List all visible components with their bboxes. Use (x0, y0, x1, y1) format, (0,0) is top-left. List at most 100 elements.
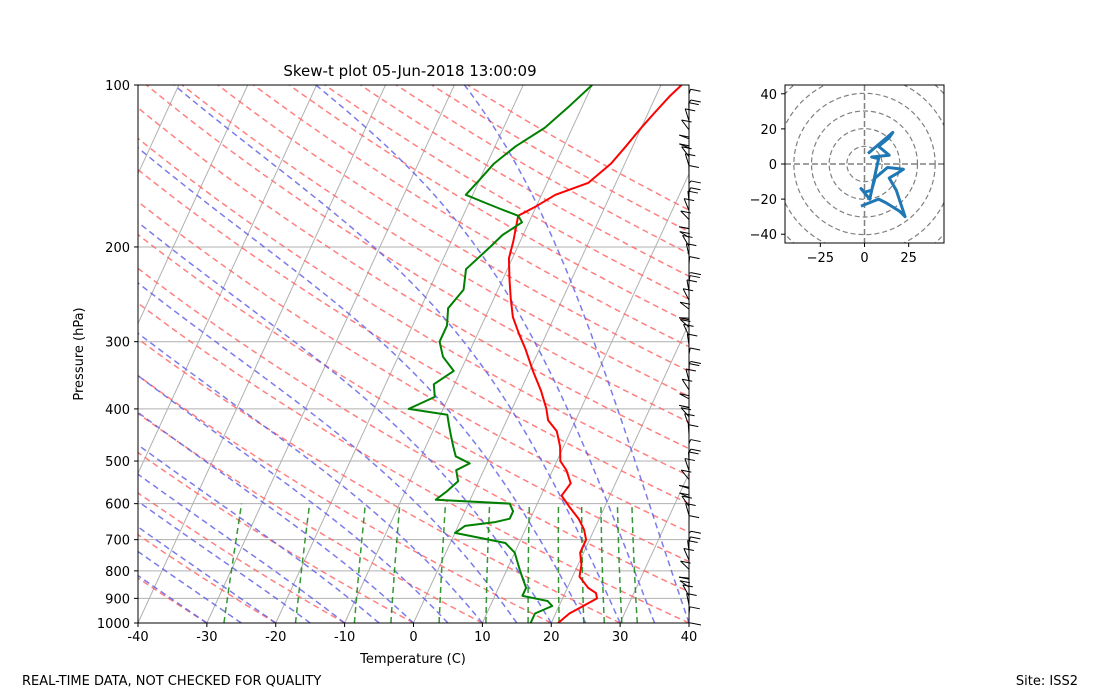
wind-barb-flag (681, 495, 693, 499)
mixing-ratio-line (438, 503, 447, 623)
wind-barb-flag (690, 530, 702, 534)
wind-barb (688, 606, 691, 615)
wind-barb-flag (690, 536, 701, 540)
wind-barb-flag (681, 146, 692, 150)
x-axis-label: Temperature (C) (359, 652, 466, 667)
wind-barb-flag (690, 622, 702, 626)
wind-barb-flag (690, 272, 702, 276)
wind-barb-flag (680, 319, 691, 323)
isotherm-line (138, 85, 386, 623)
wind-barb (680, 560, 690, 570)
hodo-x-tick-label: −25 (807, 251, 834, 266)
wind-barb-flag (689, 363, 700, 367)
y-tick-label: 600 (105, 498, 130, 513)
dry-adiabat-line (138, 106, 689, 450)
y-tick-label: 300 (105, 336, 130, 351)
mixing-ratio-line (223, 503, 243, 623)
mixing-ratio-line (616, 503, 623, 623)
moist-adiabat-line (138, 146, 587, 623)
moist-adiabat-line (138, 282, 518, 623)
dry-adiabat-line (395, 85, 689, 255)
data-quality-note: REAL-TIME DATA, NOT CHECKED FOR QUALITY (22, 674, 322, 689)
wind-barb-flag (679, 143, 690, 147)
dry-adiabat-line (138, 577, 208, 623)
hodo-y-tick-label: −40 (750, 228, 777, 243)
wind-barb-flag (690, 180, 701, 184)
isotherm-line (413, 85, 662, 623)
x-tick-label: -10 (334, 630, 355, 645)
y-tick-label: 1000 (97, 617, 130, 632)
wind-barb (680, 469, 690, 480)
wind-barb (679, 393, 690, 400)
wind-barb-flag (688, 164, 699, 168)
dry-adiabat-line (467, 85, 689, 211)
wind-barb (683, 548, 690, 561)
site-label: Site: ISS2 (1015, 674, 1078, 689)
hodograph-ring (793, 92, 936, 236)
x-tick-label: -30 (196, 630, 217, 645)
wind-barb-flag (690, 448, 701, 452)
isotherm-line (275, 85, 524, 623)
moist-adiabat-line (463, 85, 689, 623)
isotherm-line (138, 85, 249, 325)
y-tick-label: 400 (105, 403, 130, 418)
isotherm-line (550, 322, 689, 623)
hodograph-trace (859, 130, 907, 219)
wind-barb-flag (690, 99, 701, 103)
wind-barb (681, 119, 690, 131)
wind-barb-flag (679, 231, 690, 235)
dry-adiabat-line (138, 200, 689, 533)
wind-barb-flag (679, 404, 690, 408)
wind-barb (684, 413, 690, 426)
wind-barb (687, 424, 690, 435)
wind-barb-flag (683, 323, 694, 327)
x-tick-label: 0 (409, 630, 417, 645)
wind-barb-flag (690, 187, 701, 191)
hodo-y-tick-label: 40 (760, 88, 777, 103)
dry-adiabat-line (324, 85, 689, 300)
y-tick-label: 800 (105, 565, 130, 580)
wind-barb (688, 272, 692, 274)
dry-adiabat-line (146, 85, 689, 424)
isotherm-line (206, 85, 455, 623)
moist-adiabat-line (138, 221, 552, 623)
x-tick-label: 30 (612, 630, 629, 645)
dry-adiabat-line (138, 451, 414, 623)
wind-barb-flag (682, 378, 693, 382)
moist-adiabat-line (138, 574, 208, 623)
mixing-ratio-line (527, 503, 531, 623)
wind-barb (688, 256, 691, 265)
wind-barb (679, 580, 690, 588)
wind-barb (681, 495, 690, 507)
hodo-y-tick-label: 20 (760, 123, 777, 138)
wind-barb-flag (681, 469, 692, 473)
wind-barb (685, 503, 690, 516)
wind-barb (680, 407, 690, 418)
wind-barb-flag (689, 256, 700, 260)
wind-barb (684, 108, 690, 122)
dry-adiabat-line (253, 85, 689, 348)
wind-barb-flag (679, 492, 690, 496)
dry-adiabat-line (138, 233, 689, 563)
wind-barb-flag (684, 458, 695, 462)
hodograph-ring (828, 128, 901, 200)
wind-barb (683, 324, 690, 337)
dry-adiabat-line (138, 492, 345, 623)
mixing-ratio-line (557, 503, 560, 623)
wind-barb-flag (680, 407, 692, 411)
hodo-y-tick-label: 0 (769, 158, 777, 173)
x-tick-label: 40 (681, 630, 698, 645)
wind-barb-flag (679, 301, 691, 305)
mixing-ratio-line (600, 503, 606, 623)
wind-barb (681, 379, 690, 391)
wind-barb (687, 191, 690, 202)
wind-barb (685, 243, 690, 256)
dewpoint-profile-line (407, 85, 593, 623)
wind-barb (682, 584, 690, 597)
wind-barb (684, 153, 690, 166)
wind-barb (681, 146, 690, 158)
moist-adiabat-line (138, 500, 311, 623)
wind-barb-flag (685, 108, 696, 112)
chart-title: Skew-t plot 05-Jun-2018 13:00:09 (283, 62, 536, 80)
wind-barb-flag (689, 275, 701, 279)
